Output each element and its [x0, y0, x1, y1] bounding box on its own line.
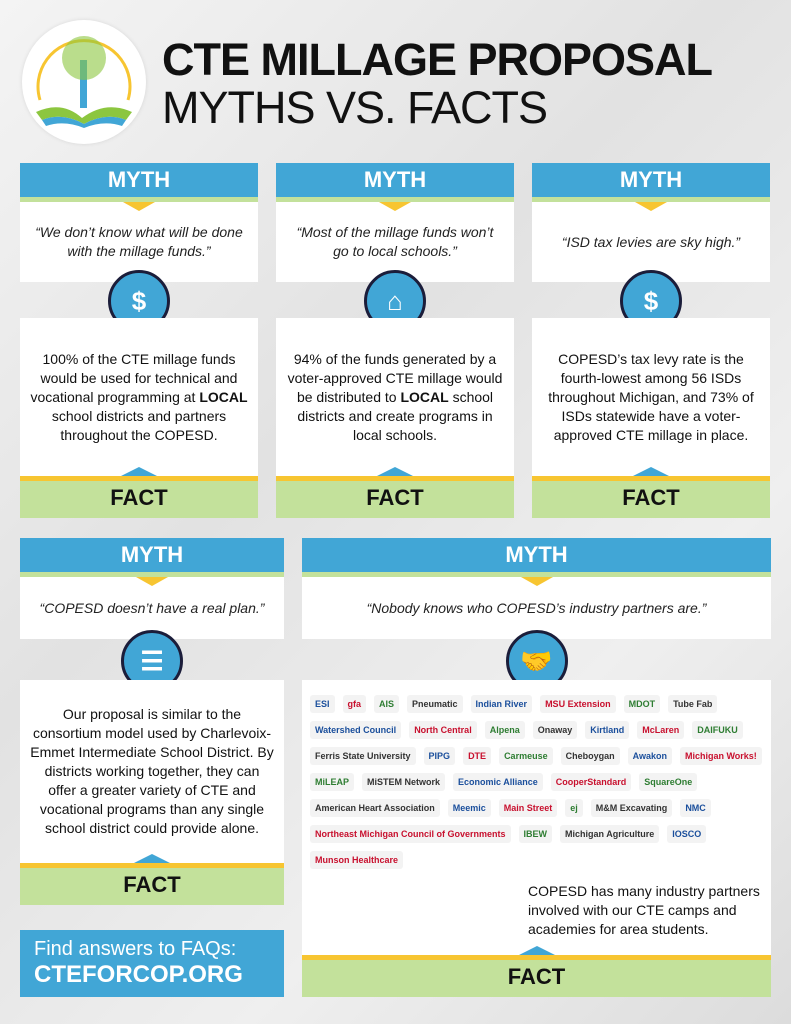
myth-header: MYTH	[276, 163, 514, 202]
logo	[22, 20, 146, 144]
partner-logo: Main Street	[498, 799, 558, 817]
fact-text: 100% of the CTE millage funds would be u…	[30, 350, 248, 443]
myth-text: “ISD tax levies are sky high.”	[561, 233, 741, 250]
partner-logo: ej	[565, 799, 583, 817]
myth-text: “Most of the millage funds won’t go to l…	[296, 224, 494, 259]
yellow-pointer	[379, 202, 411, 211]
fact-body: Our proposal is similar to the consortiu…	[20, 680, 284, 863]
partner-logo: DTE	[463, 747, 492, 765]
fact-label: FACT	[20, 467, 258, 518]
myth-quote: “We don’t know what will be done with th…	[20, 202, 258, 282]
partner-logo: ESI	[310, 695, 335, 713]
partner-logo: Northeast Michigan Council of Government…	[310, 825, 511, 843]
myth-quote: “Most of the millage funds won’t go to l…	[276, 202, 514, 282]
partner-logo: MiSTEM Network	[362, 773, 446, 791]
partner-logo: Economic Alliance	[453, 773, 543, 791]
partner-logo: CooperStandard	[550, 773, 632, 791]
blue-pointer	[121, 467, 157, 476]
partner-logo: Ferris State University	[310, 747, 416, 765]
partner-logo: North Central	[409, 721, 477, 739]
cta-link[interactable]: CTEFORCOP.ORG	[34, 961, 243, 988]
blue-pointer	[377, 467, 413, 476]
myth-card: MYTH “Nobody knows who COPESD’s industry…	[302, 538, 771, 639]
yellow-pointer	[136, 577, 168, 586]
partner-logo: Michigan Agriculture	[560, 825, 660, 843]
partner-logo: McLaren	[637, 721, 685, 739]
fact-label: FACT	[532, 467, 770, 518]
partner-logo: Kirtland	[585, 721, 630, 739]
partner-logo: Meemic	[447, 799, 491, 817]
myth-card: MYTH “ISD tax levies are sky high.”	[532, 163, 770, 282]
myth-header: MYTH	[302, 538, 771, 577]
fact-text: 94% of the funds generated by a voter-ap…	[287, 350, 503, 443]
fact-card: 100% of the CTE millage funds would be u…	[20, 318, 258, 518]
partner-logo: Tube Fab	[668, 695, 718, 713]
partner-logo: Watershed Council	[310, 721, 402, 739]
partner-logo: MiLEAP	[310, 773, 355, 791]
fact-body: COPESD’s tax levy rate is the fourth-low…	[532, 318, 770, 476]
partner-logo: MSU Extension	[540, 695, 616, 713]
yellow-pointer	[520, 577, 553, 586]
myth-text: “COPESD doesn’t have a real plan.”	[39, 599, 265, 616]
myth-card: MYTH “COPESD doesn’t have a real plan.”	[20, 538, 284, 639]
fact-card: Our proposal is similar to the consortiu…	[20, 680, 284, 905]
fact-label: FACT	[20, 854, 284, 905]
myth-quote: “ISD tax levies are sky high.”	[532, 202, 770, 282]
partner-logo: Indian River	[470, 695, 533, 713]
myth-quote: “COPESD doesn’t have a real plan.”	[20, 577, 284, 639]
cta-line1: Find answers to FAQs:	[34, 938, 237, 960]
partner-logo: PIPG	[423, 747, 456, 765]
fact-body: 94% of the funds generated by a voter-ap…	[276, 318, 514, 476]
faq-cta[interactable]: Find answers to FAQs: CTEFORCOP.ORG	[20, 930, 284, 997]
partner-logo: AIS	[374, 695, 400, 713]
myth-card: MYTH “Most of the millage funds won’t go…	[276, 163, 514, 282]
partner-logo: Pneumatic	[407, 695, 463, 713]
page-subtitle: MYTHS VS. FACTS	[162, 82, 548, 133]
partner-logo: DAIFUKU	[692, 721, 743, 739]
fact-card: 94% of the funds generated by a voter-ap…	[276, 318, 514, 518]
partner-logo: SquareOne	[639, 773, 698, 791]
partner-logo: M&M Excavating	[590, 799, 673, 817]
fact-label: FACT	[276, 467, 514, 518]
fact-text: Our proposal is similar to the consortiu…	[30, 706, 274, 836]
blue-pointer	[633, 467, 669, 476]
partner-logo: American Heart Association	[310, 799, 440, 817]
partner-logo: Cheboygan	[560, 747, 620, 765]
partner-logo: Awakon	[627, 747, 672, 765]
blue-pointer	[518, 946, 555, 955]
myth-header: MYTH	[20, 538, 284, 577]
yellow-pointer	[635, 202, 667, 211]
fact-card: COPESD’s tax levy rate is the fourth-low…	[532, 318, 770, 518]
myth-quote: “Nobody knows who COPESD’s industry part…	[302, 577, 771, 639]
partner-logo: Munson Healthcare	[310, 851, 404, 869]
partners-text: COPESD has many industry partners involv…	[528, 883, 760, 937]
myth-text: “We don’t know what will be done with th…	[35, 224, 243, 259]
fact-text: COPESD’s tax levy rate is the fourth-low…	[548, 350, 754, 443]
fact-label: FACT	[302, 946, 771, 997]
yellow-pointer	[123, 202, 155, 211]
partner-logos: ESI gfa AIS Pneumatic Indian River MSU Extens…	[310, 695, 765, 869]
partner-logo: Carmeuse	[499, 747, 553, 765]
partner-logo: Onaway	[532, 721, 578, 739]
fact-body: 100% of the CTE millage funds would be u…	[20, 318, 258, 476]
partner-logo: IOSCO	[667, 825, 707, 843]
partner-logo: IBEW	[518, 825, 553, 843]
partner-logo: Alpena	[484, 721, 525, 739]
partner-logo: gfa	[342, 695, 367, 713]
myth-header: MYTH	[532, 163, 770, 202]
blue-pointer	[134, 854, 170, 863]
page-title: CTE MILLAGE PROPOSAL	[162, 34, 713, 85]
myth-card: MYTH “We don’t know what will be done wi…	[20, 163, 258, 282]
myth-text: “Nobody knows who COPESD’s industry part…	[366, 599, 707, 616]
partner-logo: MDOT	[623, 695, 661, 713]
partner-logo: NMC	[680, 799, 711, 817]
partner-logo: Michigan Works!	[679, 747, 762, 765]
myth-header: MYTH	[20, 163, 258, 202]
